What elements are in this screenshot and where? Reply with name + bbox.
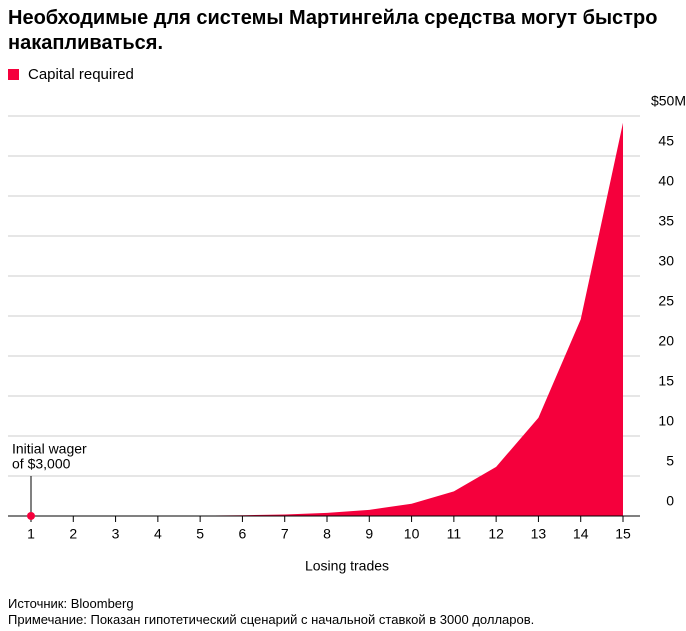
x-tick-label: 14 [573, 526, 589, 542]
x-tick-label: 9 [365, 526, 373, 542]
x-tick-label: 3 [112, 526, 120, 542]
x-tick-label: 2 [69, 526, 77, 542]
annotation: Initial wager [12, 441, 87, 457]
x-tick-label: 10 [404, 526, 420, 542]
x-tick-label: 13 [531, 526, 547, 542]
chart-title: Необходимые для системы Мартингейла сред… [8, 7, 658, 54]
annotation-dot [27, 511, 35, 520]
x-tick-label: 4 [154, 526, 162, 542]
legend: Capital required [8, 66, 134, 83]
y-tick-label: $50M [651, 93, 686, 109]
legend-swatch [8, 69, 19, 80]
y-tick-label: 45 [658, 133, 674, 149]
x-tick-label: 11 [447, 526, 462, 542]
y-tick-label: 40 [658, 173, 674, 189]
y-tick-label: 25 [658, 293, 674, 309]
x-tick-label: 1 [27, 526, 35, 542]
x-tick-label: 12 [488, 526, 504, 542]
note: Примечание: Показан гипотетический сцена… [8, 612, 535, 627]
x-tick-label: 6 [239, 526, 247, 542]
legend-label: Capital required [28, 66, 134, 83]
y-tick-label: 15 [658, 373, 674, 389]
footer: Источник: Bloomberg Примечание: Показан … [8, 596, 534, 628]
annotation: of $3,000 [12, 456, 71, 472]
area [31, 122, 623, 516]
y-tick-label: 30 [658, 253, 674, 269]
x-tick-label: 15 [615, 526, 631, 542]
y-tick-label: 5 [666, 453, 674, 469]
x-axis-label: Losing trades [305, 558, 389, 574]
y-tick-label: 10 [658, 413, 674, 429]
x-tick-label: 7 [281, 526, 289, 542]
y-tick-label: 0 [666, 493, 674, 509]
x-tick-label: 8 [323, 526, 331, 542]
source: Источник: Bloomberg [8, 596, 134, 611]
y-tick-label: 20 [658, 333, 674, 349]
x-tick-label: 5 [196, 526, 204, 542]
y-tick-label: 35 [658, 213, 674, 229]
